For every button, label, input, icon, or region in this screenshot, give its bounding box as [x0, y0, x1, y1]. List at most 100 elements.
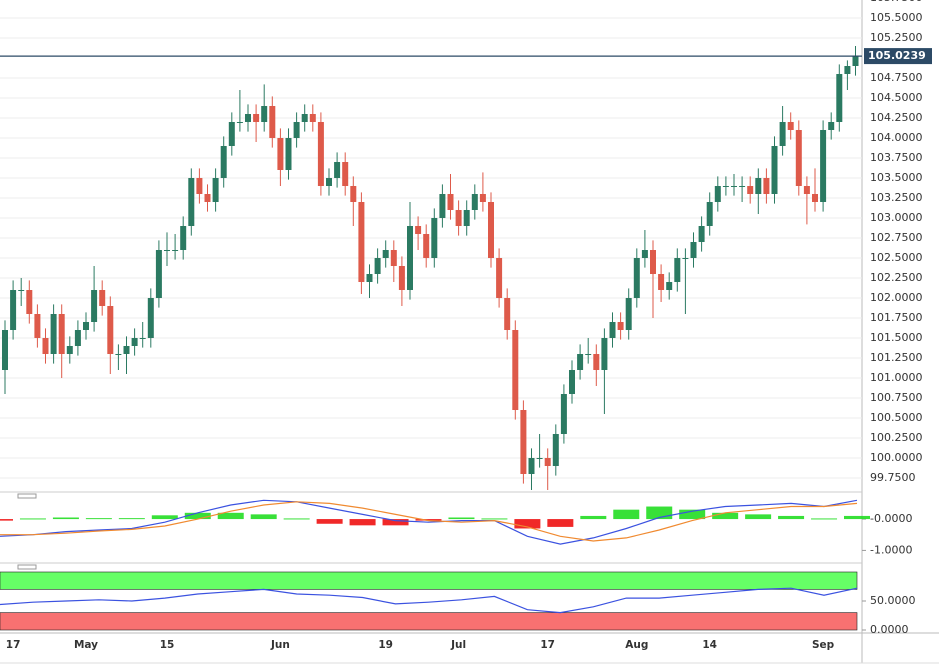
candle-body	[820, 130, 827, 202]
histogram-bar	[778, 515, 805, 520]
candle-body	[641, 250, 648, 258]
y-tick-label: 104.5000	[870, 91, 923, 104]
histogram-bar	[382, 519, 409, 526]
histogram-bar	[844, 515, 870, 520]
y-tick-label: -1.0000	[870, 543, 912, 556]
histogram-bar	[151, 515, 178, 520]
candle-body	[309, 114, 316, 122]
y-tick-label: 102.7500	[870, 231, 923, 244]
candle-body	[601, 338, 608, 370]
y-tick-label: 105.2500	[870, 31, 923, 44]
candle-body	[431, 218, 438, 258]
panel-handle[interactable]	[17, 564, 37, 570]
candle-body	[536, 458, 543, 459]
histogram-bar	[481, 518, 508, 520]
y-tick-label: 100.5000	[870, 411, 923, 424]
y-tick-label: 105.7500	[870, 0, 923, 4]
y-tick-label: 103.5000	[870, 171, 923, 184]
candle-body	[317, 122, 324, 186]
candle-body	[512, 330, 519, 410]
y-tick-label: 103.0000	[870, 211, 923, 224]
candle-body	[731, 186, 737, 187]
histogram-bar	[184, 512, 211, 520]
candle-body	[34, 314, 41, 338]
histogram-bar	[679, 509, 706, 520]
y-tick-label: 105.5000	[870, 11, 923, 24]
candle-body	[803, 186, 810, 194]
candle-body	[747, 186, 754, 194]
candle-body	[366, 274, 373, 282]
candle-body	[609, 322, 616, 338]
candle-body	[625, 298, 632, 330]
histogram-bar	[547, 519, 574, 527]
candle-body	[188, 178, 195, 226]
histogram-bar	[514, 519, 541, 529]
y-tick-label: 104.7500	[870, 71, 923, 84]
candle-body	[269, 106, 276, 138]
candle-body	[682, 258, 689, 259]
candle-body	[844, 66, 851, 74]
candle-body	[415, 226, 422, 234]
candle-body	[390, 250, 397, 266]
histogram-bar	[52, 517, 79, 520]
y-tick-label: 101.7500	[870, 311, 923, 324]
candle-body	[220, 146, 227, 178]
band	[0, 571, 858, 590]
x-tick-label: 14	[702, 639, 717, 651]
candle-body	[795, 130, 802, 186]
candle-body	[212, 178, 219, 202]
candle-body	[107, 306, 114, 354]
y-tick-label: 0.0000	[870, 623, 909, 636]
candle-body	[350, 186, 357, 202]
candle-body	[374, 258, 381, 274]
candle-body	[42, 338, 49, 354]
candle-body	[658, 274, 665, 290]
candle-body	[342, 162, 349, 186]
candle-body	[10, 290, 17, 330]
band	[0, 612, 858, 631]
candle-body	[836, 74, 843, 122]
candle-body	[698, 226, 705, 242]
y-tick-label: 50.0000	[870, 594, 916, 607]
y-tick-label: 101.0000	[870, 371, 923, 384]
candle-body	[123, 346, 130, 354]
x-tick-label: Sep	[812, 639, 835, 651]
candle-body	[633, 258, 640, 298]
candle-body	[58, 314, 65, 354]
candle-body	[196, 178, 203, 194]
y-tick-label: 100.0000	[870, 451, 923, 464]
histogram-bar	[811, 518, 838, 520]
candle-body	[398, 266, 405, 290]
candle-body	[650, 250, 656, 274]
candle-body	[552, 434, 559, 466]
indicator-line	[0, 501, 858, 542]
y-tick-label: 104.0000	[870, 131, 923, 144]
histogram-bar	[415, 519, 442, 521]
candle-body	[18, 290, 25, 291]
candle-body	[74, 330, 81, 346]
histogram-bar	[613, 509, 640, 520]
candle-body	[382, 250, 389, 258]
candle-body	[261, 106, 268, 122]
candle-body	[739, 186, 746, 187]
candle-body	[139, 338, 146, 339]
histogram-bar	[316, 519, 343, 524]
candle-body	[334, 162, 341, 178]
candle-body	[812, 194, 818, 202]
panel-handle[interactable]	[17, 493, 37, 499]
histogram-bar	[0, 519, 13, 521]
candle-body	[479, 194, 486, 202]
x-tick-label: Aug	[625, 639, 648, 651]
candle-body	[496, 258, 503, 298]
candle-body	[593, 354, 600, 370]
candle-body	[520, 410, 527, 474]
candle-body	[455, 210, 462, 226]
candle-body	[706, 202, 713, 226]
candle-body	[447, 194, 454, 210]
candle-body	[66, 346, 73, 354]
candle-body	[488, 202, 494, 258]
candle-body	[180, 226, 187, 250]
candle-body	[690, 242, 697, 258]
y-tick-label: 102.5000	[870, 251, 923, 264]
